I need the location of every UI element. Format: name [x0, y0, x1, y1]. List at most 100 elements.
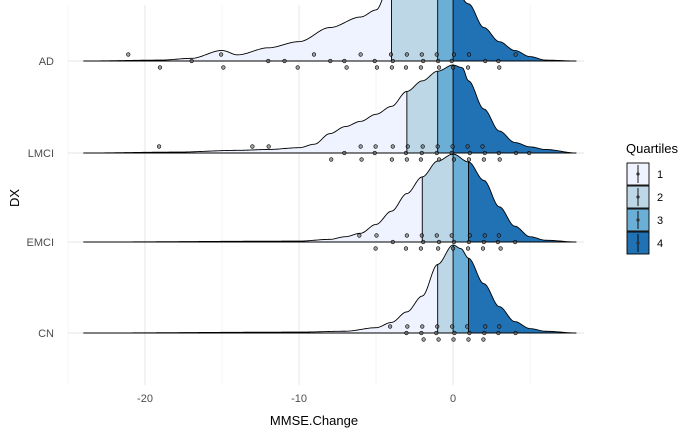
point-cn-9	[451, 337, 456, 342]
point-ad-15	[388, 52, 394, 57]
y-tick-label-ad: AD	[39, 56, 54, 68]
point-cn-12	[466, 337, 471, 342]
point-lmci-17	[436, 157, 442, 162]
point-emci-14	[449, 233, 454, 238]
point-emci-8	[419, 233, 424, 238]
point-ad-26	[450, 65, 456, 70]
legend-label-3: 3	[657, 215, 663, 227]
point-lmci-23	[466, 157, 472, 162]
ridge-emci-quartile-3	[453, 154, 469, 242]
point-ad-6	[282, 58, 287, 64]
point-emci-3	[390, 239, 395, 245]
point-lmci-10	[390, 144, 395, 149]
point-lmci-1	[250, 144, 255, 149]
point-lmci-14	[418, 157, 424, 162]
legend-key-4: 4	[626, 231, 663, 255]
point-emci-4	[403, 246, 409, 251]
legend-swatch-point-1	[636, 172, 640, 176]
point-lmci-25	[465, 144, 470, 149]
point-lmci-0	[156, 144, 162, 149]
point-lmci-15	[419, 150, 424, 156]
legend-title: Quartiles	[626, 141, 679, 156]
point-emci-11	[434, 233, 439, 238]
point-lmci-13	[405, 144, 410, 149]
point-lmci-22	[450, 144, 455, 149]
point-cn-3	[421, 337, 426, 342]
point-cn-6	[436, 337, 441, 342]
x-tick-labels: -20 -10 0	[137, 393, 456, 405]
point-lmci-5	[358, 144, 363, 149]
point-ad-14	[372, 58, 377, 64]
x-tick-label-0: -20	[137, 393, 153, 405]
ridge-emci-quartile-1	[83, 176, 423, 242]
point-lmci-21	[449, 150, 454, 156]
point-ad-21	[418, 65, 424, 70]
point-ad-28	[449, 58, 454, 64]
point-emci-2	[374, 233, 379, 238]
point-ad-3	[221, 65, 226, 70]
legend-label-4: 4	[657, 238, 663, 250]
y-tick-label-cn: CN	[38, 328, 54, 340]
legend-swatch-point-4	[636, 241, 640, 245]
point-lmci-8	[373, 144, 378, 149]
point-ad-25	[434, 52, 439, 57]
point-emci-20	[482, 233, 487, 238]
point-lmci-2	[266, 144, 271, 149]
point-lmci-18	[434, 150, 439, 156]
point-ad-10	[344, 65, 349, 70]
point-emci-10	[436, 239, 442, 245]
y-axis-title: DX	[7, 189, 22, 207]
point-emci-23	[513, 239, 518, 245]
point-ad-5	[266, 58, 271, 64]
point-emci-12	[450, 246, 456, 251]
point-lmci-30	[497, 157, 502, 162]
legend-label-2: 2	[657, 192, 663, 204]
ridge-cn-quartile-3	[453, 245, 469, 333]
point-cn-2	[405, 324, 410, 329]
ridge-lmci-outline	[83, 64, 577, 154]
point-ad-31	[483, 58, 488, 64]
point-ad-11	[342, 58, 347, 64]
point-ad-13	[374, 65, 380, 70]
point-cn-11	[450, 324, 455, 329]
point-lmci-20	[451, 157, 457, 162]
point-lmci-12	[404, 157, 409, 162]
point-ad-22	[419, 52, 424, 57]
ridge-emci-quartile-2	[422, 154, 454, 242]
point-cn-20	[513, 330, 518, 336]
point-cn-1	[404, 330, 409, 336]
point-ad-16	[389, 65, 395, 70]
point-lmci-11	[403, 150, 409, 156]
point-ad-1	[157, 65, 163, 70]
point-lmci-7	[372, 150, 377, 156]
point-ad-20	[421, 58, 426, 64]
ridge-ad-quartile-1	[83, 0, 392, 61]
point-lmci-19	[435, 144, 440, 149]
ridge-ad	[83, 0, 577, 62]
data-points	[126, 52, 532, 342]
point-ad-34	[513, 52, 518, 57]
point-lmci-24	[467, 150, 472, 156]
point-emci-16	[466, 239, 472, 245]
y-tick-labels: CN EMCI LMCI AD	[27, 56, 55, 340]
point-ad-30	[466, 52, 472, 57]
point-cn-4	[419, 330, 424, 336]
point-lmci-27	[482, 150, 487, 156]
point-ad-4	[219, 52, 224, 57]
point-ad-17	[390, 58, 395, 64]
point-lmci-28	[480, 144, 485, 149]
legend-swatch-point-2	[636, 195, 640, 199]
ridge-lmci-quartile-3	[437, 65, 454, 153]
point-emci-19	[481, 239, 486, 245]
point-emci-21	[495, 239, 501, 245]
ridge-ad-quartile-2	[391, 0, 438, 61]
ridge-cn-quartile-4	[468, 258, 577, 333]
point-cn-16	[482, 330, 487, 336]
legend-key-2: 2	[626, 185, 663, 209]
point-ad-24	[436, 65, 442, 70]
point-emci-9	[436, 246, 441, 251]
point-cn-18	[496, 330, 501, 336]
ridge-emci-quartile-4	[468, 161, 577, 242]
y-tick-label-lmci: LMCI	[28, 148, 54, 160]
